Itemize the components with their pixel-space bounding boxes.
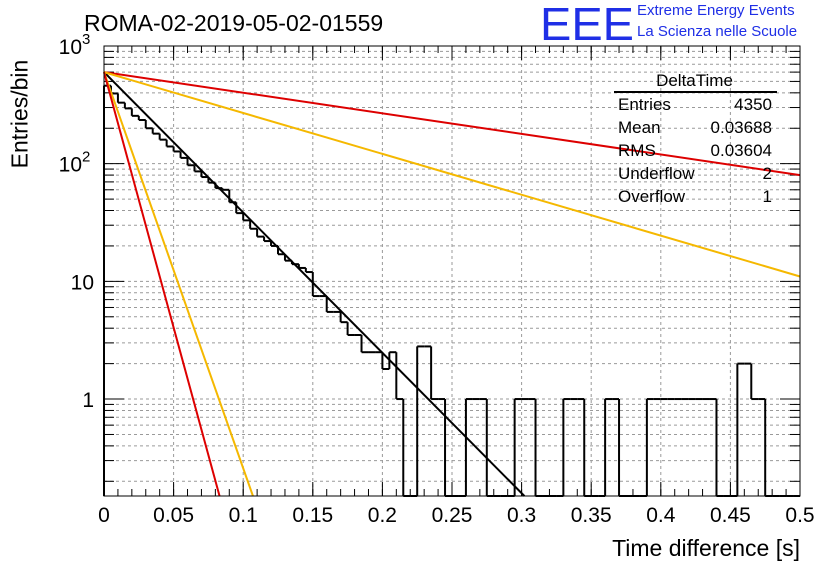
logo-subtitle-1: Extreme Energy Events [637, 2, 795, 19]
y-tick-label: 10 [59, 36, 82, 59]
fit-line [103, 71, 801, 278]
y-tick-exponent: 3 [82, 31, 90, 48]
x-tick-label: 0.15 [292, 504, 333, 527]
fit-line [103, 71, 221, 497]
stats-row-mean: Mean 0.03688 [618, 116, 772, 139]
x-tick-label: 0.3 [507, 504, 536, 527]
stats-key: Underflow [618, 164, 695, 183]
stats-value: 4350 [734, 95, 772, 114]
stats-value: 1 [762, 187, 772, 206]
eee-logo: EEE [540, 2, 634, 44]
run-title: ROMA-02-2019-05-02-01559 [84, 10, 384, 36]
fit-line [103, 71, 801, 177]
stats-key: Overflow [618, 187, 686, 206]
stats-value: 0.03688 [710, 118, 772, 137]
y-tick-label: 1 [82, 389, 94, 412]
x-tick-label: 0.1 [229, 504, 258, 527]
stats-value: 0.03604 [710, 141, 772, 160]
y-axis-title: Entries/bin [6, 59, 33, 169]
y-tick-label: 10 [71, 271, 94, 294]
x-tick-label: 0.25 [432, 504, 473, 527]
y-tick-exponent: 2 [82, 149, 90, 166]
plot-frame [103, 45, 801, 497]
stats-row-overflow: Overflow 1 [618, 185, 772, 208]
x-tick-label: 0.5 [785, 504, 814, 527]
stats-key: Entries [618, 95, 671, 114]
stats-row-underflow: Underflow 2 [618, 162, 772, 185]
x-tick-label: 0.4 [646, 504, 676, 527]
fit-curves [103, 71, 801, 497]
y-axis-title-wrap: Entries/bin [5, 46, 35, 182]
fit-line [103, 71, 254, 497]
x-tick-label: 0.2 [368, 504, 397, 527]
x-tick-label: 0.45 [710, 504, 751, 527]
stats-key: Mean [618, 118, 661, 137]
plot-frame-rect [103, 45, 801, 497]
tick-labels: 0 0.05 0.1 0.15 0.2 0.25 0.3 0.35 0.4 0.45 0.5 1 10 1… [59, 31, 815, 527]
x-axis-title: Time difference [s] [612, 535, 800, 561]
stats-divider [614, 91, 777, 93]
stats-row-rms: RMS 0.03604 [618, 139, 772, 162]
stats-box: DeltaTime Entries 4350 Mean 0.03688 RMS … [612, 71, 777, 206]
stats-key: RMS [618, 141, 656, 160]
y-tick-label: 10 [59, 154, 82, 177]
logo-subtitle-2: La Scienza nelle Scuole [637, 23, 798, 40]
stats-value: 2 [762, 164, 772, 183]
x-tick-label: 0.35 [571, 504, 612, 527]
x-tick-label: 0.05 [153, 504, 194, 527]
logo-text: EEE [540, 2, 634, 44]
x-tick-label: 0 [98, 504, 110, 527]
stats-row-entries: Entries 4350 [618, 93, 772, 116]
fit-line [103, 71, 526, 497]
stats-title: DeltaTime [656, 71, 733, 90]
axis-ticks [103, 46, 801, 496]
